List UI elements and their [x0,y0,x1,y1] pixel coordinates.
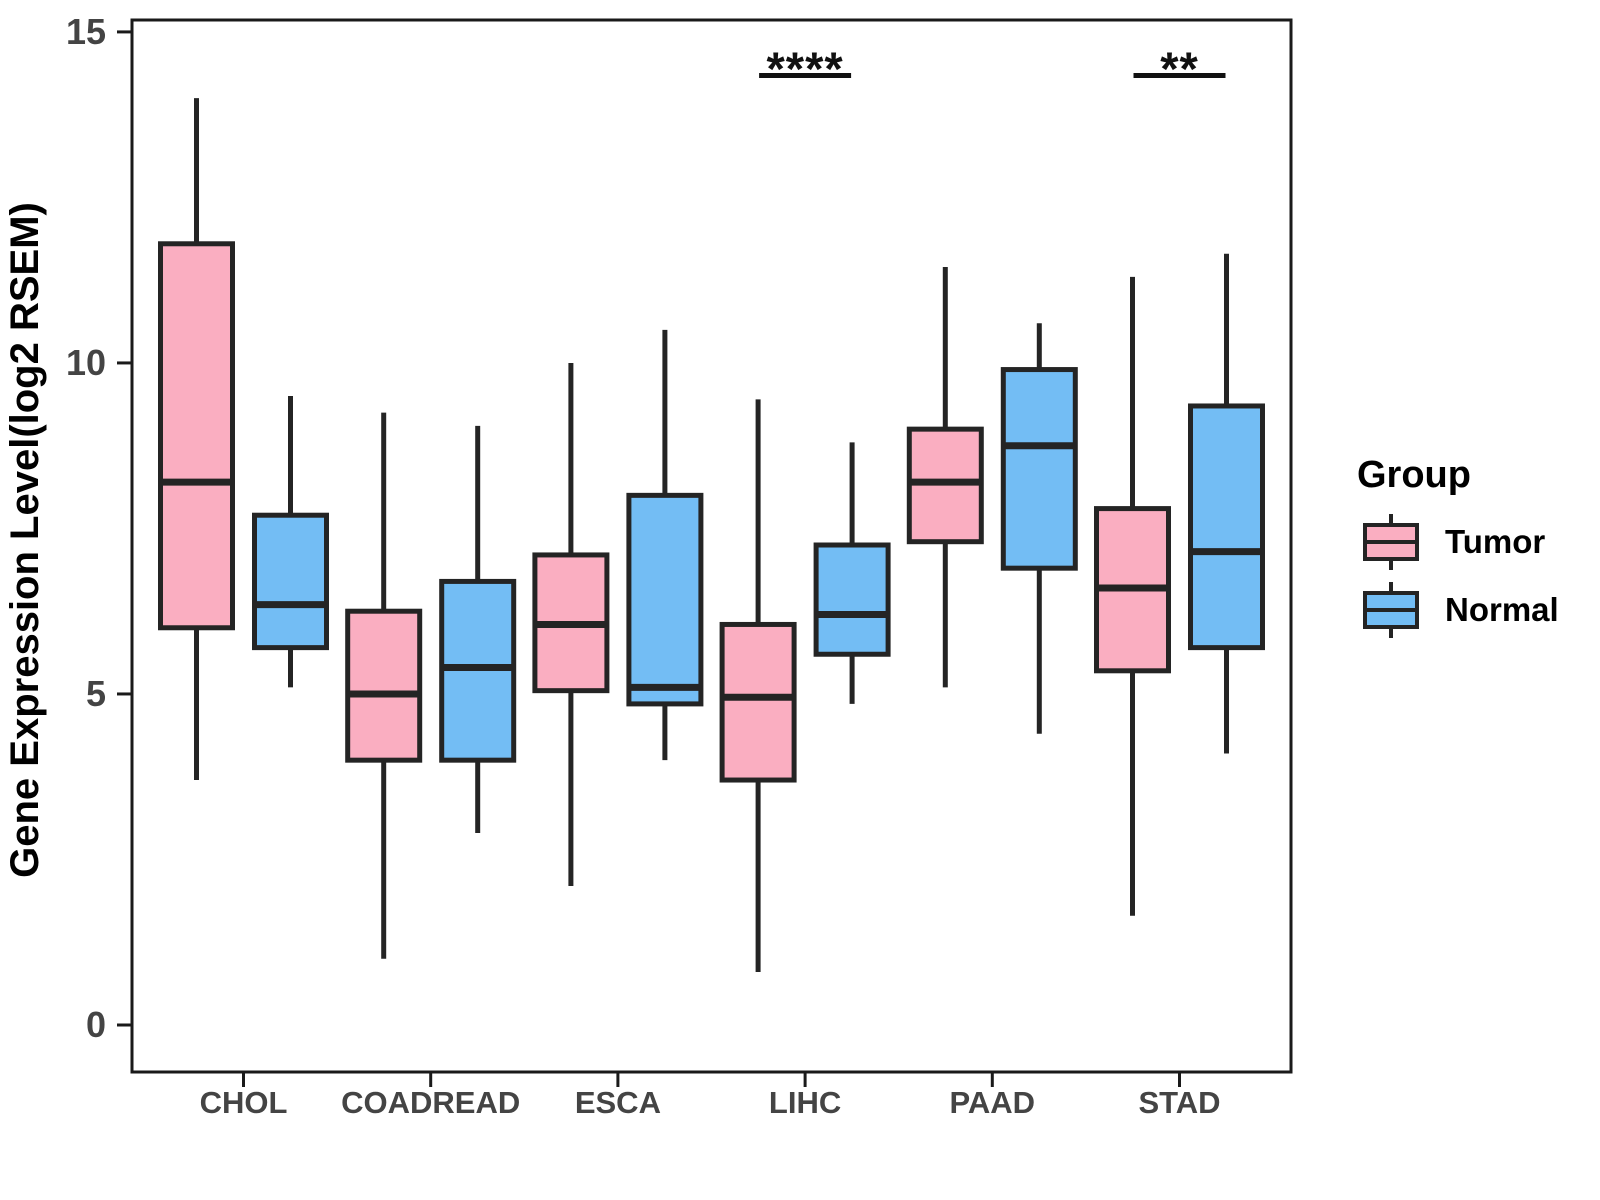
box-PAAD-Normal [1000,367,1078,571]
box-ESCA-Normal [626,492,704,707]
legend-label-tumor: Tumor [1445,523,1545,560]
x-tick-label-CHOL: CHOL [200,1085,288,1120]
y-tick-label-0: 0 [86,1004,106,1045]
legend-label-normal: Normal [1445,591,1559,628]
y-tick-label-15: 15 [66,11,106,52]
x-tick-label-PAAD: PAAD [950,1085,1036,1120]
panel-border [130,18,1293,1074]
box-CHOL-Tumor [158,241,235,631]
box-LIHC-Tumor [719,621,797,783]
box-LIHC-Normal [813,542,891,657]
y-tick-label-10: 10 [66,342,106,383]
sig-label-STAD: ** [1160,42,1199,95]
box-CHOL-Normal [252,512,329,651]
y-tick-label-5: 5 [86,673,106,714]
x-tick-label-LIHC: LIHC [769,1085,841,1120]
box-COADREAD-Tumor [345,608,423,763]
legend-title: Group [1357,454,1471,496]
box-STAD-Normal [1188,403,1265,651]
x-tick-label-STAD: STAD [1138,1085,1220,1120]
y-axis-title: Gene Expression Level(log2 RSEM) [3,202,47,878]
x-tick-label-ESCA: ESCA [575,1085,661,1120]
sig-label-LIHC: **** [767,42,844,95]
x-tick-label-COADREAD: COADREAD [341,1085,520,1120]
